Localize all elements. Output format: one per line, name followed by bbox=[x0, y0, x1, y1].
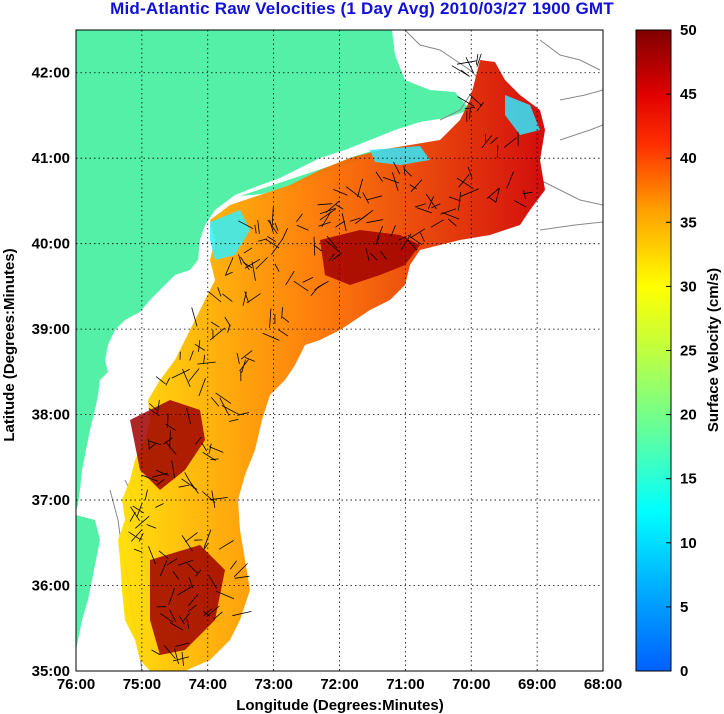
colorbar-tick-label: 40 bbox=[680, 150, 697, 167]
colorbar-tick-label: 5 bbox=[680, 599, 688, 616]
x-tick-label: 69:00 bbox=[518, 676, 556, 693]
colorbar-ticks: 0 5 10 15 20 25 30 35 40 45 50 bbox=[666, 22, 697, 680]
x-axis-label: Longitude (Degrees:Minutes) bbox=[236, 697, 444, 714]
x-tick-label: 68:00 bbox=[584, 676, 622, 693]
colorbar-label: Surface Velocity (cm/s) bbox=[705, 268, 722, 432]
x-tick-label: 74:00 bbox=[189, 676, 227, 693]
low-velocity-patch bbox=[210, 210, 250, 260]
y-tick-label: 41:00 bbox=[32, 150, 70, 167]
x-axis-ticks: 76:00 75:00 74:00 73:00 72:00 71:00 70:00 69:00… bbox=[57, 676, 622, 693]
y-tick-label: 36:00 bbox=[32, 578, 70, 595]
colorbar-tick-label: 45 bbox=[680, 86, 697, 103]
y-tick-label: 35:00 bbox=[32, 663, 70, 680]
y-tick-label: 39:00 bbox=[32, 321, 70, 338]
x-tick-label: 76:00 bbox=[57, 676, 95, 693]
colorbar-tick-label: 10 bbox=[680, 535, 697, 552]
low-velocity-patch-ne bbox=[370, 95, 540, 165]
y-axis-label: Latitude (Degrees:Minutes) bbox=[1, 248, 18, 441]
x-tick-label: 71:00 bbox=[386, 676, 424, 693]
land-peninsula bbox=[76, 515, 100, 650]
colorbar-tick-label: 0 bbox=[680, 663, 688, 680]
y-tick-label: 37:00 bbox=[32, 492, 70, 509]
grid-lines bbox=[76, 30, 603, 671]
x-tick-label: 72:00 bbox=[320, 676, 358, 693]
colorbar-tick-label: 35 bbox=[680, 214, 697, 231]
colorbar-tick-label: 25 bbox=[680, 343, 697, 360]
current-arrows bbox=[128, 53, 533, 666]
colorbar-tick-label: 30 bbox=[680, 278, 697, 295]
colorbar-tick-label: 50 bbox=[680, 22, 697, 39]
colorbar bbox=[635, 29, 672, 672]
x-tick-label: 70:00 bbox=[452, 676, 490, 693]
x-tick-label: 73:00 bbox=[254, 676, 292, 693]
land-mass bbox=[76, 30, 470, 510]
y-tick-label: 42:00 bbox=[32, 65, 70, 82]
y-axis-ticks: 35:00 36:00 37:00 38:00 39:00 40:00 41:00 42:00 bbox=[32, 65, 70, 680]
colorbar-tick-label: 15 bbox=[680, 471, 697, 488]
colorbar-tick-label: 20 bbox=[680, 407, 697, 424]
y-tick-label: 38:00 bbox=[32, 407, 70, 424]
high-velocity-core bbox=[130, 230, 420, 655]
x-tick-label: 75:00 bbox=[123, 676, 161, 693]
y-tick-label: 40:00 bbox=[32, 236, 70, 253]
velocity-field bbox=[118, 60, 545, 671]
map-title: Mid-Atlantic Raw Velocities (1 Day Avg) … bbox=[110, 0, 614, 18]
